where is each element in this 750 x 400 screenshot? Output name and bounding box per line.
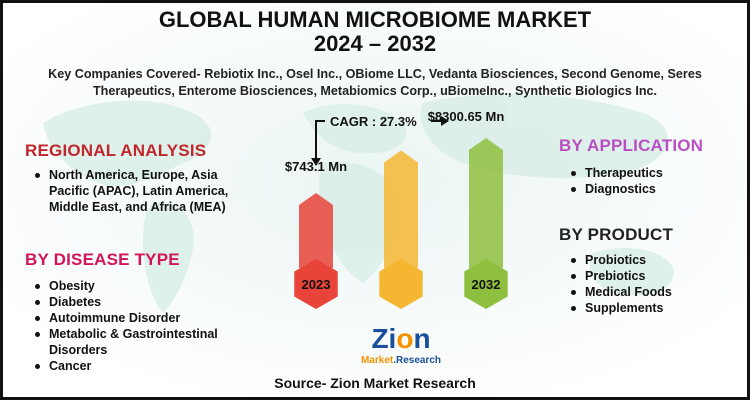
cagr-arrowhead-right — [441, 116, 449, 126]
list-item: Medical Foods — [569, 284, 739, 300]
bar-hexagon — [464, 259, 508, 309]
cagr-label: CAGR : 27.3% — [330, 114, 417, 129]
regional-list: North America, Europe, Asia Pacific (APA… — [33, 167, 258, 215]
product-list: Probiotics Prebiotics Medical Foods Supp… — [569, 252, 739, 316]
by-application-heading: BY APPLICATION — [559, 136, 704, 155]
application-list: Therapeutics Diagnostics — [569, 165, 739, 197]
svg-text:Market.Research: Market.Research — [361, 355, 441, 366]
category-label: 2032 — [472, 277, 501, 292]
page-title: GLOBAL HUMAN MICROBIOME MARKET — [158, 7, 592, 32]
list-item: Supplements — [569, 300, 739, 316]
data-label: $743.1 Mn — [285, 159, 347, 174]
disease-type-heading: BY DISEASE TYPE — [25, 250, 180, 269]
list-item: Cancer — [33, 358, 268, 374]
list-item: North America, Europe, Asia Pacific (APA… — [33, 167, 258, 215]
bar-hexagon — [379, 259, 423, 309]
cagr-arrow-down — [315, 120, 325, 161]
regional-analysis-heading: REGIONAL ANALYSIS — [25, 141, 207, 160]
bar — [469, 138, 503, 268]
bar — [384, 150, 418, 268]
svg-text:Zion: Zion — [371, 323, 430, 354]
list-item: Diagnostics — [569, 181, 739, 197]
key-companies: Key Companies Covered- Rebiotix Inc., Os… — [48, 67, 702, 98]
list-item: Metabolic & Gastrointestinal Disorders — [33, 326, 268, 358]
bar-hexagon — [294, 259, 338, 309]
list-item: Probiotics — [569, 252, 739, 268]
list-item: Autoimmune Disorder — [33, 310, 268, 326]
source-caption: Source- Zion Market Research — [274, 375, 476, 391]
list-item: Prebiotics — [569, 268, 739, 284]
world-map-background — [3, 3, 747, 397]
page-subtitle-years: 2024 – 2032 — [313, 31, 437, 56]
cagr-arrowhead-down — [311, 158, 321, 166]
zion-logo: Zion Market.Research — [361, 323, 441, 366]
list-item: Diabetes — [33, 294, 268, 310]
by-product-heading: BY PRODUCT — [559, 225, 674, 244]
list-item: Therapeutics — [569, 165, 739, 181]
disease-list: Obesity Diabetes Autoimmune Disorder Met… — [33, 278, 268, 374]
bar — [299, 193, 333, 268]
list-item: Obesity — [33, 278, 268, 294]
category-label: 2023 — [302, 277, 331, 292]
